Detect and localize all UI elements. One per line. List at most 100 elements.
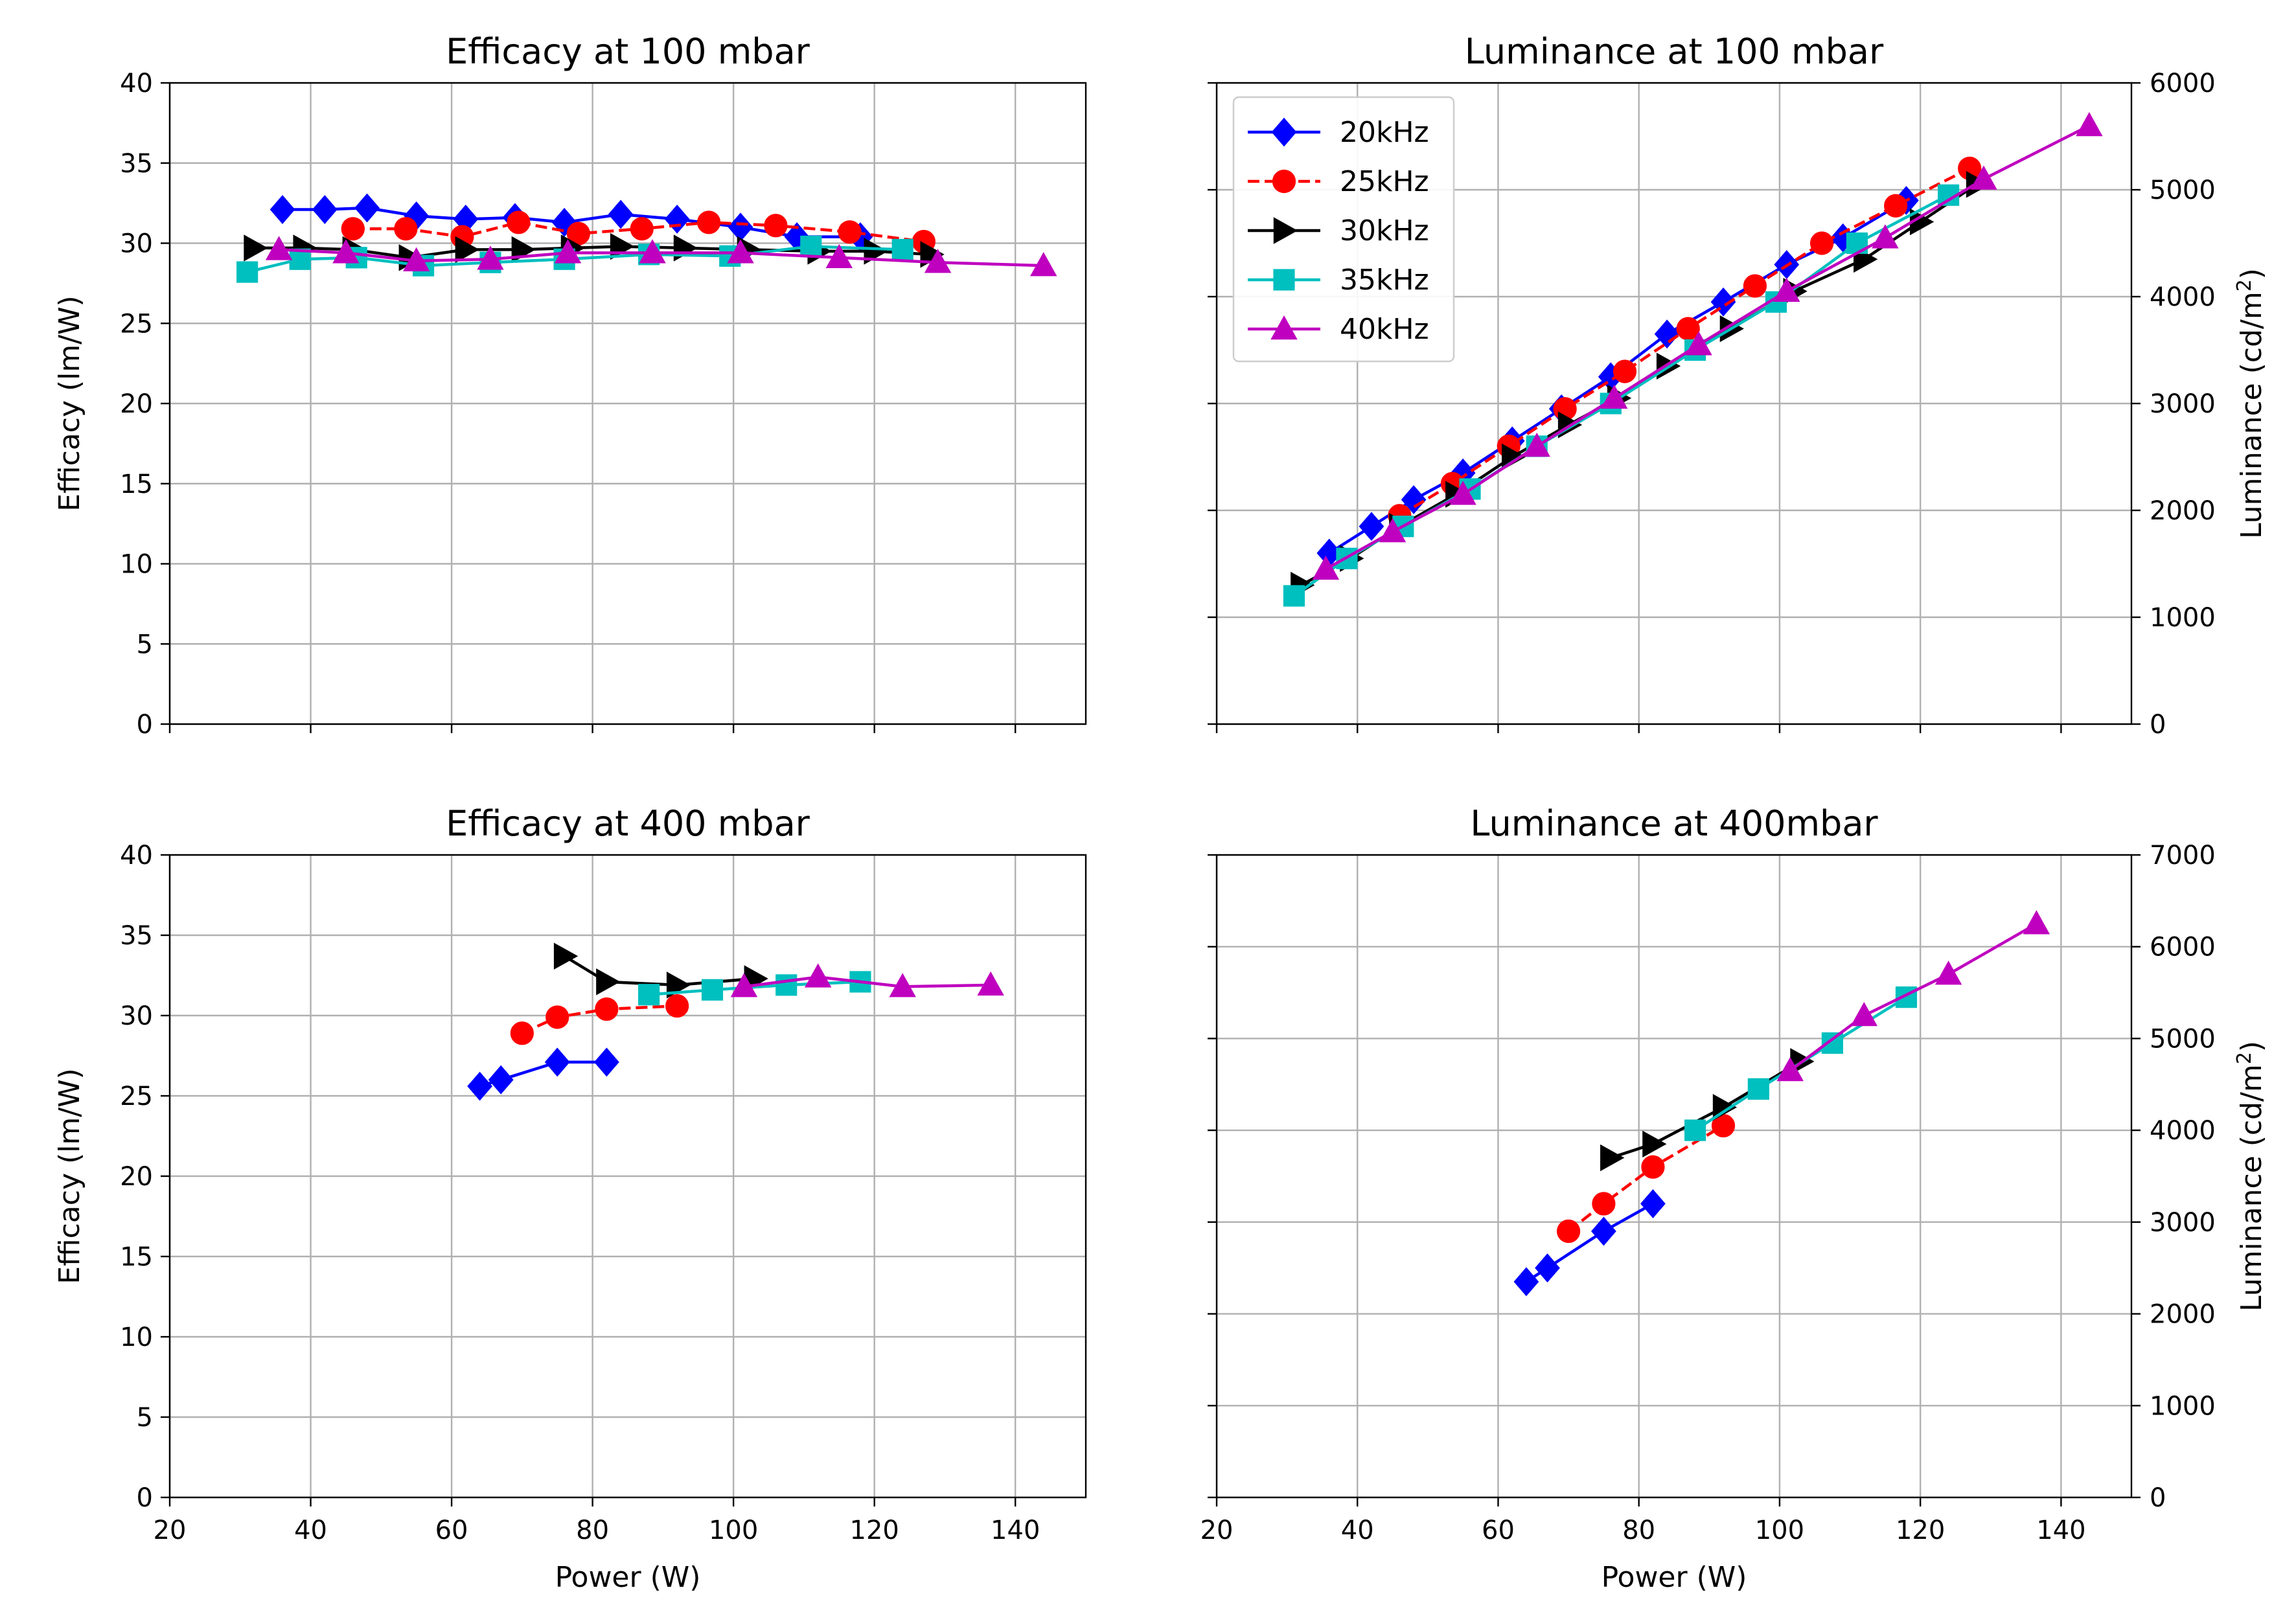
y-tick-label: 0 bbox=[2150, 710, 2166, 740]
y-axis-label-close: ) bbox=[2235, 1041, 2268, 1052]
legend-label: 25kHz bbox=[1340, 165, 1429, 198]
x-axis-label: Power (W) bbox=[1601, 1561, 1747, 1594]
data-point-30kHz bbox=[596, 968, 621, 995]
series-line-20kHz bbox=[1525, 1202, 1654, 1283]
y-axis-label-text: Luminance (cd/m bbox=[2235, 291, 2268, 539]
data-point-30kHz bbox=[455, 236, 479, 264]
data-point-25kHz bbox=[665, 994, 689, 1018]
series-20kHz bbox=[467, 1047, 619, 1101]
y-tick-label: 35 bbox=[120, 149, 153, 179]
data-point-20kHz bbox=[467, 1071, 492, 1101]
plot-area bbox=[168, 82, 1087, 725]
data-point-25kHz bbox=[510, 1021, 534, 1045]
data-point-30kHz bbox=[553, 942, 579, 970]
series-line-40kHz bbox=[279, 248, 1044, 267]
y-axis-label: Luminance (cd/m2) bbox=[2233, 268, 2268, 539]
series-line-25kHz bbox=[521, 1004, 678, 1035]
y-tick-label: 3000 bbox=[2150, 1208, 2216, 1238]
y-tick-label: 5 bbox=[137, 1403, 153, 1433]
y-tick-label: 5 bbox=[137, 630, 153, 659]
y-tick-label: 0 bbox=[137, 1483, 153, 1513]
y-axis-label-superscript: 2 bbox=[2233, 1052, 2256, 1064]
chart-title: Luminance at 100 mbar bbox=[1465, 31, 1884, 72]
series-40kHz bbox=[730, 963, 1004, 997]
legend-label: 30kHz bbox=[1340, 214, 1429, 247]
y-tick-label: 4000 bbox=[2150, 282, 2216, 312]
series-line-35kHz bbox=[247, 245, 903, 274]
data-point-30kHz bbox=[1600, 1144, 1625, 1172]
legend-label: 20kHz bbox=[1340, 116, 1429, 149]
chart-title: Luminance at 400mbar bbox=[1470, 803, 1878, 844]
x-axis-label: Power (W) bbox=[555, 1561, 701, 1594]
y-axis-label-text: Luminance (cd/m bbox=[2235, 1064, 2268, 1312]
data-point-40kHz bbox=[1523, 432, 1550, 457]
grid bbox=[1215, 854, 2131, 1499]
y-tick-label: 7000 bbox=[2150, 841, 2216, 870]
data-point-25kHz bbox=[1556, 1219, 1581, 1244]
y-tick-label: 6000 bbox=[2150, 933, 2216, 962]
x-tick-label: 20 bbox=[154, 1516, 187, 1545]
plot-area bbox=[168, 854, 1087, 1499]
data-point-20kHz bbox=[270, 195, 295, 224]
y-axis-label-close: ) bbox=[2235, 268, 2268, 279]
x-tick-label: 80 bbox=[576, 1516, 609, 1545]
data-point-20kHz bbox=[1401, 485, 1427, 514]
data-point-25kHz bbox=[545, 1005, 569, 1029]
panel-1: 0 5 10 15 20 25 30 35 40 Efficacy at 100 mbar Effi… bbox=[53, 31, 1087, 740]
data-point-40kHz bbox=[1600, 384, 1628, 409]
data-point-35kHz bbox=[800, 235, 822, 258]
series-25kHz bbox=[1556, 1113, 1736, 1244]
y-tick-label: 5000 bbox=[2150, 1024, 2216, 1054]
data-point-40kHz bbox=[727, 239, 754, 264]
data-point-25kHz bbox=[1809, 231, 1834, 255]
y-tick-label: 15 bbox=[120, 1242, 153, 1272]
data-point-25kHz bbox=[595, 997, 619, 1021]
data-point-40kHz bbox=[924, 249, 952, 273]
series-line-25kHz bbox=[1399, 166, 1971, 517]
data-point-40kHz bbox=[1379, 517, 1406, 543]
data-point-30kHz bbox=[244, 234, 268, 262]
y-tick-label: 0 bbox=[2150, 1483, 2166, 1513]
y-tick-label: 1000 bbox=[2150, 1391, 2216, 1421]
y-tick-label: 20 bbox=[120, 389, 153, 419]
data-point-35kHz bbox=[775, 974, 798, 996]
y-tick-label: 0 bbox=[137, 710, 153, 740]
x-tick-label: 140 bbox=[2036, 1516, 2085, 1545]
series-line-20kHz bbox=[479, 1060, 607, 1088]
data-point-25kHz bbox=[696, 210, 721, 234]
data-point-25kHz bbox=[764, 214, 788, 238]
y-tick-label: 20 bbox=[120, 1162, 153, 1192]
data-point-40kHz bbox=[804, 963, 832, 988]
data-point-20kHz bbox=[312, 195, 338, 224]
chart-title: Efficacy at 100 mbar bbox=[446, 31, 810, 72]
series-40kHz bbox=[265, 236, 1057, 277]
y-tick-label: 5000 bbox=[2150, 176, 2216, 205]
data-point-40kHz bbox=[265, 236, 293, 260]
y-tick-label: 2000 bbox=[2150, 496, 2216, 526]
data-point-35kHz bbox=[289, 248, 311, 270]
y-tick-label: 25 bbox=[120, 309, 153, 339]
data-point-20kHz bbox=[1359, 512, 1384, 541]
legend: 20kHz 25kHz 30kHz 35kHz 40kHz bbox=[1232, 96, 1455, 363]
legend-marker bbox=[1273, 269, 1295, 291]
y-tick-label: 10 bbox=[120, 1323, 153, 1352]
x-tick-label: 20 bbox=[1200, 1516, 1234, 1545]
data-point-20kHz bbox=[354, 193, 380, 223]
data-point-25kHz bbox=[507, 210, 531, 234]
y-tick-label: 40 bbox=[120, 69, 153, 98]
plot-area bbox=[1215, 82, 2133, 725]
x-tick-label: 40 bbox=[1341, 1516, 1374, 1545]
data-point-40kHz bbox=[1776, 1056, 1804, 1082]
series-line-25kHz bbox=[1567, 1124, 1725, 1233]
panel-4: 20 40 60 80 100 120 140 0 1000 2000 3000 4000 5000 60… bbox=[1200, 803, 2268, 1594]
data-point-40kHz bbox=[977, 971, 1004, 996]
data-point-40kHz bbox=[639, 239, 666, 264]
legend-box bbox=[1232, 96, 1455, 363]
series-20kHz bbox=[1513, 1189, 1666, 1297]
x-tick-label: 100 bbox=[1755, 1516, 1804, 1545]
data-point-20kHz bbox=[1513, 1267, 1539, 1297]
data-point-35kHz bbox=[1283, 585, 1305, 607]
legend-item-30kHz: 30kHz bbox=[1248, 214, 1429, 247]
data-point-35kHz bbox=[701, 979, 724, 1001]
